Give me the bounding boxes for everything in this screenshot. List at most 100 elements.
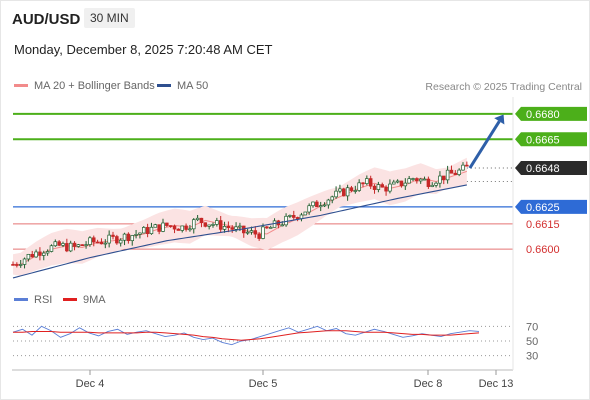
candle-body <box>449 169 454 174</box>
candle-body <box>130 235 134 242</box>
candle-body <box>407 178 411 184</box>
candle-body <box>249 230 254 233</box>
candle-body <box>434 182 438 186</box>
legend-ma50-swatch <box>157 83 171 87</box>
level-label-0.6648: 0.6648 <box>526 163 560 175</box>
legend-rsi: RSI <box>14 294 52 306</box>
candle-body <box>215 220 219 225</box>
candle-body <box>53 241 58 247</box>
legend-9ma-label: 9MA <box>83 294 106 306</box>
candle-body <box>22 258 27 265</box>
candle-body <box>453 172 458 175</box>
candle-body <box>342 188 346 197</box>
legend-ma20-label: MA 20 + Bollinger Bands <box>34 80 155 92</box>
candle-body <box>295 217 300 220</box>
legend-rsi-swatch <box>14 297 28 301</box>
candle-body <box>15 264 19 266</box>
rsi-tick-30: 30 <box>526 351 538 363</box>
candle-body <box>222 226 227 230</box>
candle-body <box>238 225 242 228</box>
candle-body <box>461 164 465 171</box>
candle-body <box>372 185 377 190</box>
candle-body <box>11 264 15 266</box>
candle-body <box>226 226 231 228</box>
candle-body <box>292 215 296 218</box>
candle-body <box>111 234 115 237</box>
candle-body <box>384 186 388 192</box>
candle-body <box>430 184 434 187</box>
candle-body <box>365 178 369 184</box>
candle-body <box>203 222 208 227</box>
candle-body <box>442 175 446 181</box>
candle-body <box>257 233 261 239</box>
candle-body <box>80 244 84 247</box>
candle-body <box>303 211 308 216</box>
candle-body <box>192 219 196 230</box>
candle-body <box>265 226 269 229</box>
candle-body <box>142 227 146 234</box>
candle-body <box>34 251 38 258</box>
legend-9ma-swatch <box>63 297 77 301</box>
candle-body <box>107 234 111 244</box>
candle-body <box>161 222 165 232</box>
x-tick-label: Dec 13 <box>479 378 514 390</box>
candle-body <box>26 253 31 260</box>
candle-body <box>357 182 361 191</box>
candle-body <box>403 182 408 187</box>
candle-body <box>411 178 415 180</box>
candle-body <box>284 215 288 226</box>
candle-body <box>415 178 419 182</box>
chart-header: AUD/USD 30 MIN <box>1 1 589 37</box>
legend-ma20-swatch <box>14 83 28 87</box>
legend-ma50-label: MA 50 <box>177 80 209 92</box>
candle-body <box>172 225 177 230</box>
candle-body <box>288 215 292 217</box>
candle-body <box>18 264 23 266</box>
candle-body <box>49 245 54 252</box>
candle-body <box>230 227 234 230</box>
candle-body <box>88 237 92 245</box>
ma50-line <box>12 184 467 279</box>
candle-body <box>399 180 404 187</box>
candle-body <box>188 228 192 231</box>
candle-body <box>168 225 173 227</box>
candle-body <box>338 188 342 192</box>
candle-body <box>318 205 323 208</box>
candle-body <box>122 233 127 241</box>
candle-body <box>245 231 250 234</box>
candle-body <box>103 242 108 245</box>
rsi-tick-70: 70 <box>526 321 538 333</box>
candle-body <box>157 224 161 232</box>
candle-body <box>380 184 384 188</box>
candle-body <box>199 217 204 224</box>
timeframe-badge[interactable]: 30 MIN <box>84 8 135 28</box>
candle-body <box>180 225 184 231</box>
candle-body <box>84 244 88 246</box>
level-label-0.6648-bg <box>515 161 587 176</box>
candle-body <box>361 182 365 185</box>
candle-body <box>465 164 469 167</box>
candle-body <box>61 243 65 246</box>
candle-body <box>268 226 273 229</box>
candle-body <box>207 224 211 227</box>
candle-body <box>307 205 311 213</box>
candle-body <box>388 183 392 192</box>
candle-body <box>457 169 461 175</box>
level-label-0.6600: 0.6600 <box>526 244 560 256</box>
research-credit: Research © 2025 Trading Central <box>425 81 582 93</box>
level-label-0.6625: 0.6625 <box>526 202 560 214</box>
candle-body <box>184 225 188 230</box>
candle-body <box>445 169 450 181</box>
rsi-series-rsi <box>12 325 480 346</box>
candle-body <box>195 217 200 221</box>
candle-body <box>65 243 69 252</box>
candle-body <box>322 204 327 207</box>
candle-body <box>42 252 46 256</box>
x-tick-label: Dec 5 <box>249 378 278 390</box>
projection-arrow-line <box>468 120 501 169</box>
candle-body <box>76 244 81 247</box>
projection-arrow-head <box>494 114 505 125</box>
candle-body <box>418 178 423 182</box>
candle-body <box>345 187 350 197</box>
candle-body <box>218 220 223 230</box>
